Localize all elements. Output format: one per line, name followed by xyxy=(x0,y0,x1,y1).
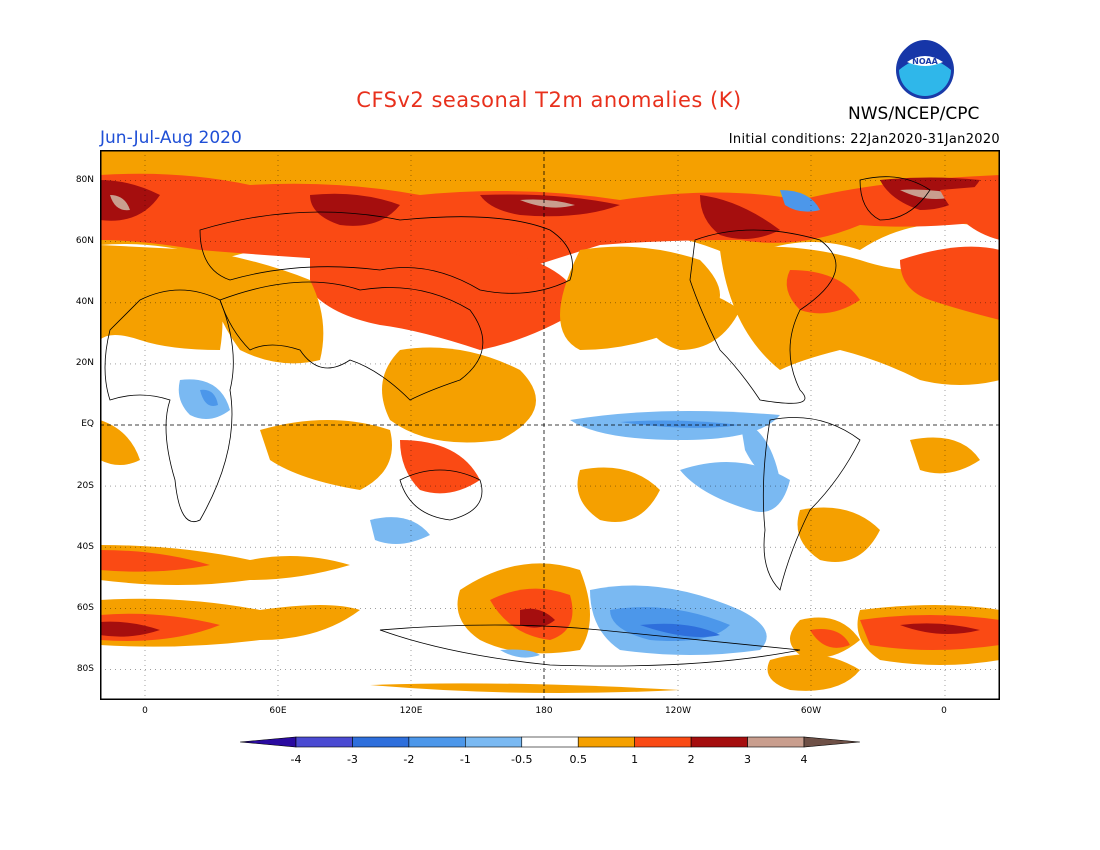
lat-label: 80N xyxy=(75,175,94,185)
colorbar-tick-label: -2 xyxy=(403,753,415,766)
colorbar xyxy=(240,736,860,748)
noaa-logo-icon: NOAA xyxy=(896,40,954,99)
colorbar-segment xyxy=(747,736,805,748)
lat-label: 40N xyxy=(75,297,94,307)
colorbar-tick-label: -4 xyxy=(290,753,302,766)
colorbar-tick-label: 0.5 xyxy=(569,753,587,766)
lon-label: 60W xyxy=(800,706,822,716)
lat-label: 20S xyxy=(76,481,94,491)
lat-label: 60S xyxy=(76,603,94,613)
colorbar-segment xyxy=(465,736,523,748)
colorbar-segment xyxy=(577,736,635,748)
org-label: NWS/NCEP/CPC xyxy=(848,104,980,124)
lat-label: 40S xyxy=(76,542,94,552)
lat-label: 60N xyxy=(75,236,94,246)
lon-label: 60E xyxy=(269,706,287,716)
colorbar-tick-label: -1 xyxy=(459,753,471,766)
colorbar-segment xyxy=(634,736,692,748)
lon-label: 120W xyxy=(664,706,692,716)
colorbar-segment xyxy=(521,736,579,748)
lon-label: 180 xyxy=(535,706,553,716)
colorbar-tick-label: 4 xyxy=(800,753,808,766)
colorbar-tick-label: 2 xyxy=(687,753,695,766)
colorbar-tick-label: -3 xyxy=(346,753,358,766)
page-title: CFSv2 seasonal T2m anomalies (K) xyxy=(356,88,742,112)
colorbar-segment xyxy=(295,736,353,748)
colorbar-tick-label: 3 xyxy=(744,753,752,766)
colorbar-segment xyxy=(352,736,410,748)
lon-label: 0 xyxy=(941,706,947,716)
colorbar-tick-label: 1 xyxy=(631,753,639,766)
lat-label: EQ xyxy=(81,419,94,429)
lon-label: 120E xyxy=(399,706,423,716)
colorbar-segment xyxy=(690,736,748,748)
logo-text: NOAA xyxy=(912,57,938,66)
anomaly-map xyxy=(100,150,1000,700)
colorbar-segment xyxy=(408,736,466,748)
season-label: Jun-Jul-Aug 2020 xyxy=(100,128,242,148)
colorbar-arrow-high xyxy=(803,736,860,748)
lat-label: 20N xyxy=(75,358,94,368)
initial-conditions-label: Initial conditions: 22Jan2020-31Jan2020 xyxy=(728,132,1000,147)
lat-label: 80S xyxy=(76,664,94,674)
colorbar-arrow-low xyxy=(240,736,297,748)
lon-label: 0 xyxy=(142,706,148,716)
colorbar-tick-label: -0.5 xyxy=(511,753,533,766)
